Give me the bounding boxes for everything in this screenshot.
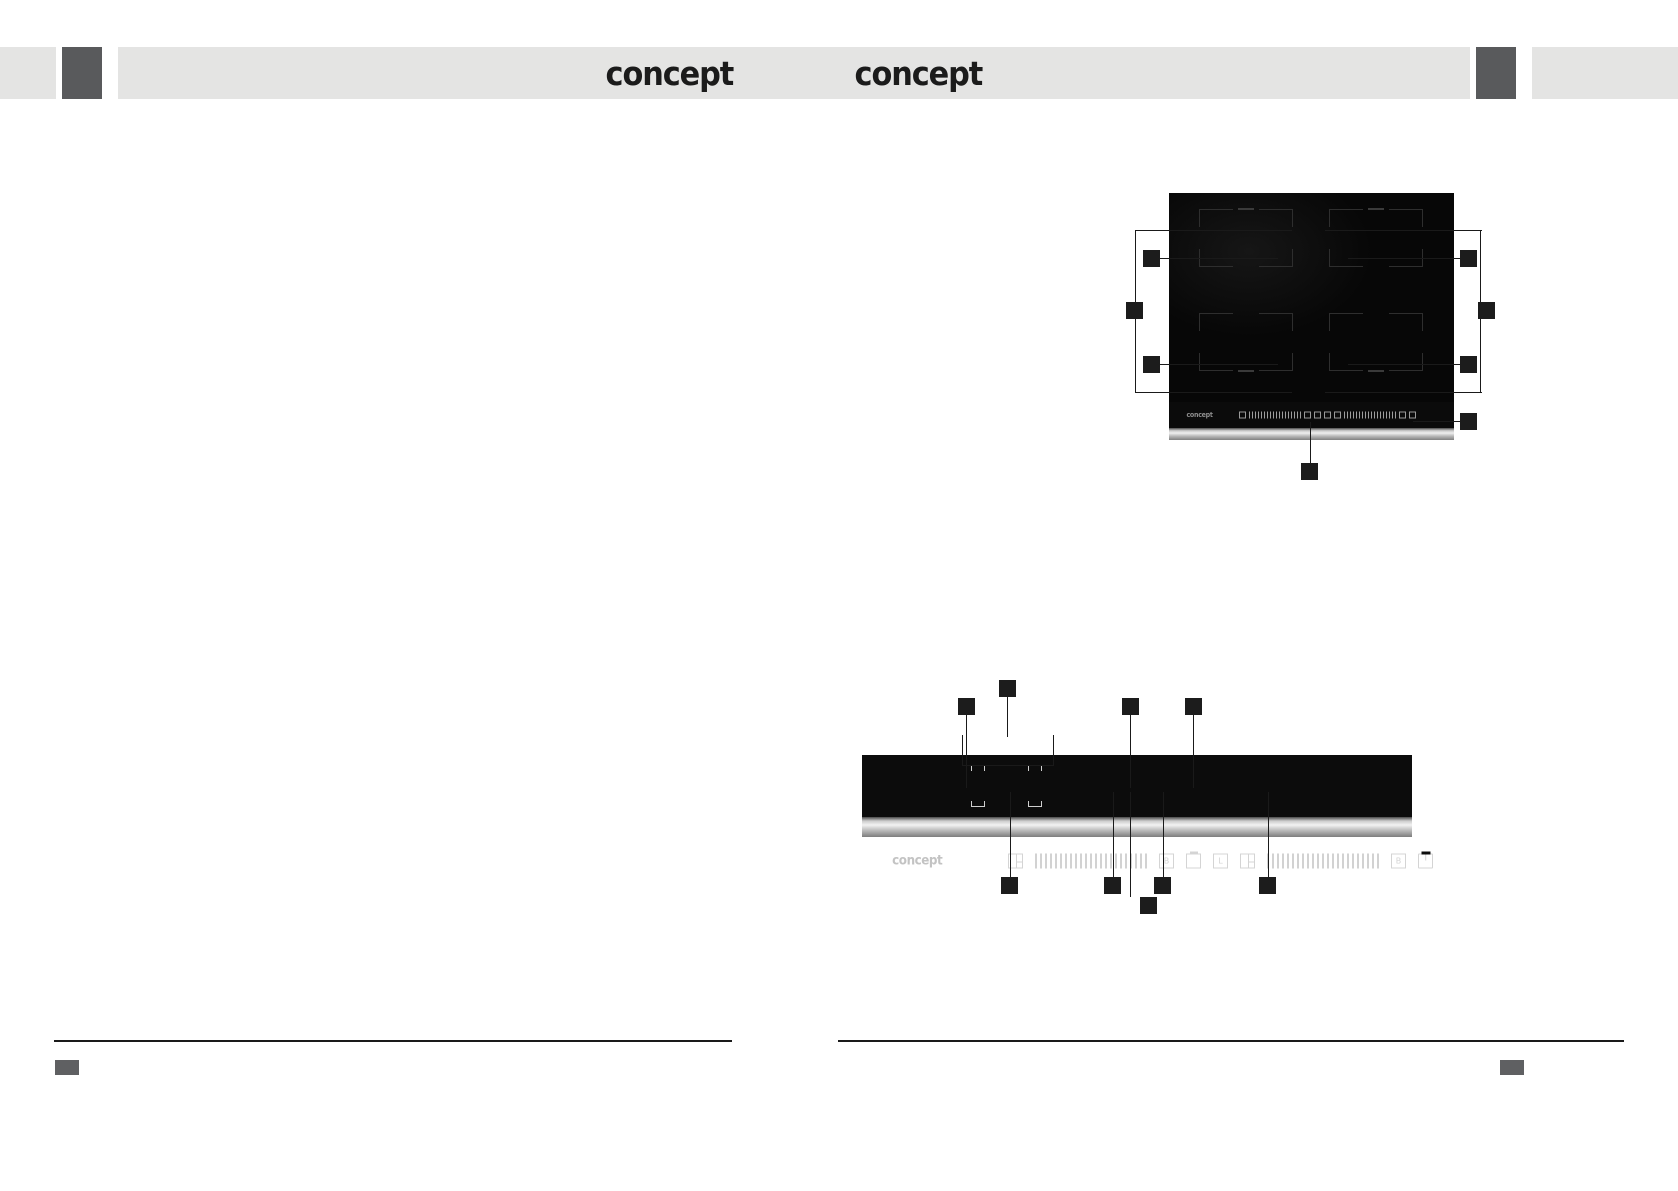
bridge-mark-right-bot [1368,370,1384,372]
callout-box-1 [1143,250,1160,267]
callout-box-7 [1460,413,1477,430]
callout-box-13 [1001,877,1018,894]
hob-keep-warm-icon[interactable] [1314,411,1321,419]
header-marker-right [1476,47,1516,99]
decrease-mark-left[interactable] [971,801,985,807]
header-marker-left [62,47,102,99]
decrease-mark-right[interactable] [1028,801,1042,807]
leader-13-vertical [1010,792,1011,877]
timer-clock-icon[interactable]: L [1213,853,1228,869]
callout-box-12 [1185,698,1202,715]
hob-control-icon-row[interactable] [1239,411,1416,419]
leader-15-vertical [1130,792,1131,897]
boost-icon-right[interactable]: B [1391,853,1406,869]
header-band-main [118,47,1470,99]
panel-control-row[interactable]: B L B [1002,851,1439,869]
leader-right-upper [1348,258,1468,259]
bridge-zone-icon[interactable] [1008,853,1023,869]
hob-left-slider[interactable] [1249,411,1301,419]
leader-right-bottom [1325,392,1482,393]
left-slider[interactable] [1035,853,1147,869]
brand-logo-left: concept [605,53,735,93]
footer-rule-right [838,1040,1624,1042]
leader-16-vertical [1163,792,1164,877]
hob-glass-surface [1169,193,1454,428]
callout-box-4 [1460,250,1477,267]
hob-brand-logo: concept [1186,411,1213,419]
right-slider[interactable] [1267,853,1379,869]
hob-bridge-zone-icon[interactable] [1239,411,1246,419]
panel-front-bezel [862,817,1412,837]
leader-17-vertical [1268,792,1269,877]
page-number-marker-right [1500,1060,1524,1075]
hob-timer-clock-icon[interactable] [1324,411,1331,419]
leader-control-strip [1413,421,1468,422]
callout-box-6 [1460,356,1477,373]
bridge-zone-icon-right[interactable] [1240,853,1255,869]
leader-left-bottom [1135,392,1292,393]
leader-left-lower [1158,364,1278,365]
leader-control-center-vertical [1310,422,1311,464]
callout-box-5 [1478,302,1495,319]
leader-9-vertical [966,713,967,788]
cooking-zone-right-front [1329,313,1423,371]
leader-left-top [1135,230,1292,231]
leader-right-lower [1348,364,1468,365]
callout-box-14 [1104,877,1121,894]
hob-control-strip[interactable]: concept [1169,402,1454,428]
page-number-marker-left [55,1060,79,1075]
leader-right-top [1325,230,1482,231]
header-band-left-edge [0,47,56,99]
callout-box-9 [958,698,975,715]
brand-logo-right: concept [854,53,984,93]
bridge-mark-left-top [1238,208,1254,210]
leader-left-upper [1158,258,1278,259]
hob-right-slider[interactable] [1344,411,1396,419]
hob-bridge-zone-icon-right[interactable] [1334,411,1341,419]
leader-11-vertical [1130,713,1131,788]
page-header: concept concept [0,47,1678,99]
hob-boost-icon[interactable] [1304,411,1311,419]
leader-14-vertical [1113,792,1114,877]
hob-boost-icon-right[interactable] [1399,411,1406,419]
power-on-off-icon[interactable] [1418,853,1433,869]
hob-power-on-off-icon[interactable] [1409,411,1416,419]
panel-brand-logo: concept [892,853,943,869]
header-brand-group: concept concept [118,47,1470,99]
header-band-right-edge [1532,47,1678,99]
bridge-mark-left-bot [1238,370,1254,372]
callout-box-16 [1154,877,1171,894]
boost-icon[interactable]: B [1159,853,1174,869]
plus-minus-group-outline [962,735,1054,766]
bridge-mark-right-top [1368,208,1384,210]
hob-front-bezel [1169,428,1454,440]
callout-box-2 [1126,302,1143,319]
figure-control-panel-detail: concept B L B [862,680,1562,930]
callout-box-17 [1259,877,1276,894]
callout-box-3 [1143,356,1160,373]
callout-box-10 [999,680,1016,697]
leader-10-vertical [1007,697,1008,737]
leader-12-vertical [1193,713,1194,788]
figure-induction-hob-overview: concept [1120,175,1530,505]
callout-box-11 [1122,698,1139,715]
footer-rule-left [54,1040,732,1042]
control-panel-body: concept B L B [862,755,1433,869]
cooking-zone-left-front [1199,313,1293,371]
callout-box-15 [1140,897,1157,914]
keep-warm-icon[interactable] [1186,851,1201,869]
hob-glass-panel: concept [1169,193,1454,428]
callout-box-8 [1301,463,1318,480]
